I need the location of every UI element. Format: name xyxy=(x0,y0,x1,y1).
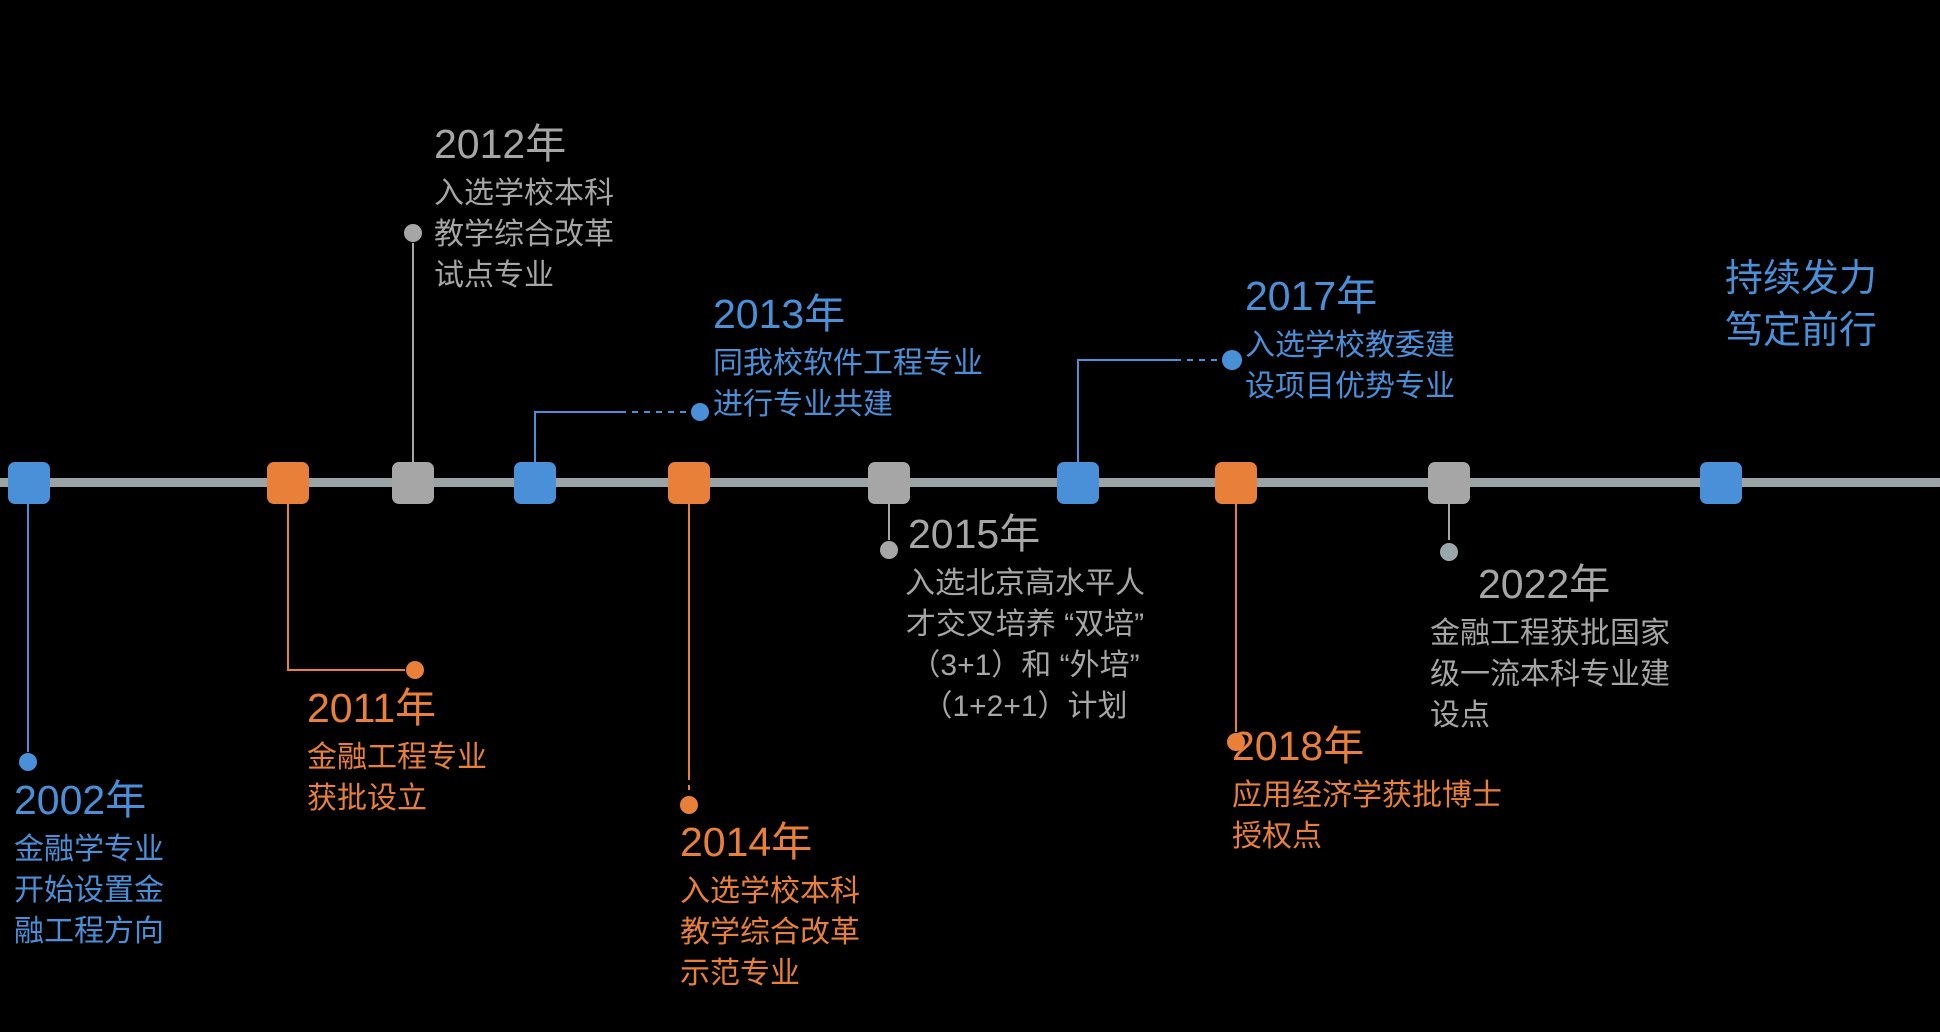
connector-2011 xyxy=(287,500,424,679)
event-block-2012[interactable]: 2012年 入选学校本科 教学综合改革 试点专业 xyxy=(434,120,614,297)
event-desc-2018: 应用经济学获批博士 授权点 xyxy=(1232,779,1502,854)
event-block-2022[interactable]: 2022年 金融工程获批国家 级一流本科专业建 设点 xyxy=(1430,560,1670,737)
timeline-node-2017[interactable] xyxy=(1057,462,1099,504)
timeline-node-2002[interactable] xyxy=(8,462,50,504)
event-block-2014[interactable]: 2014年 入选学校本科 教学综合改革 示范专业 xyxy=(680,818,860,995)
event-block-2015[interactable]: 2015年 入选北京高水平人 才交叉培养 “双培” （3+1）和 “外培” （1… xyxy=(860,510,1190,728)
event-block-2018[interactable]: 2018年 应用经济学获批博士 授权点 xyxy=(1232,722,1502,858)
event-block-2013[interactable]: 2013年 同我校软件工程专业 进行专业共建 xyxy=(713,290,983,426)
event-desc-2013: 同我校软件工程专业 进行专业共建 xyxy=(713,347,983,422)
connector-2014 xyxy=(680,500,698,814)
connector-2012 xyxy=(404,224,422,462)
event-desc-2017: 入选学校教委建 设项目优势专业 xyxy=(1245,329,1455,404)
connector-2018 xyxy=(1227,500,1245,751)
event-desc-2014: 入选学校本科 教学综合改革 示范专业 xyxy=(680,875,860,990)
connector-2002 xyxy=(19,500,37,771)
event-year-2012: 2012年 xyxy=(434,121,567,167)
timeline-node-2022[interactable] xyxy=(1428,462,1470,504)
event-desc-2015: 入选北京高水平人 才交叉培养 “双培” （3+1）和 “外培” （1+2+1）计… xyxy=(905,567,1145,723)
connector-2017 xyxy=(1077,350,1242,462)
connector-2022 xyxy=(1440,500,1458,561)
timeline-node-2018[interactable] xyxy=(1215,462,1257,504)
event-desc-2022: 金融工程获批国家 级一流本科专业建 设点 xyxy=(1430,617,1670,732)
timeline-node-2011[interactable] xyxy=(267,462,309,504)
event-year-2018: 2018年 xyxy=(1232,723,1365,769)
event-block-2011[interactable]: 2011年 金融工程专业 获批设立 xyxy=(307,684,487,820)
event-year-2015: 2015年 xyxy=(908,511,1041,557)
event-block-2002[interactable]: 2002年 金融学专业 开始设置金 融工程方向 xyxy=(14,776,164,953)
event-year-2011: 2011年 xyxy=(307,685,437,731)
event-year-2002: 2002年 xyxy=(14,777,147,823)
event-desc-2011: 金融工程专业 获批设立 xyxy=(307,741,487,816)
event-year-2014: 2014年 xyxy=(680,819,813,865)
timeline-node-end[interactable] xyxy=(1700,462,1742,504)
timeline-node-2015[interactable] xyxy=(868,462,910,504)
event-year-2022: 2022年 xyxy=(1478,561,1611,607)
timeline-node-2012[interactable] xyxy=(392,462,434,504)
timeline-node-2014[interactable] xyxy=(668,462,710,504)
timeline-axis xyxy=(0,478,1940,487)
closing-slogan: 持续发力 笃定前行 xyxy=(1725,258,1878,353)
event-year-2017: 2017年 xyxy=(1245,273,1378,319)
event-desc-2012: 入选学校本科 教学综合改革 试点专业 xyxy=(434,177,614,292)
event-block-2017[interactable]: 2017年 入选学校教委建 设项目优势专业 xyxy=(1245,272,1455,408)
timeline-node-2013[interactable] xyxy=(514,462,556,504)
event-year-2013: 2013年 xyxy=(713,291,846,337)
connector-2013 xyxy=(534,403,709,462)
event-desc-2002: 金融学专业 开始设置金 融工程方向 xyxy=(14,833,164,948)
